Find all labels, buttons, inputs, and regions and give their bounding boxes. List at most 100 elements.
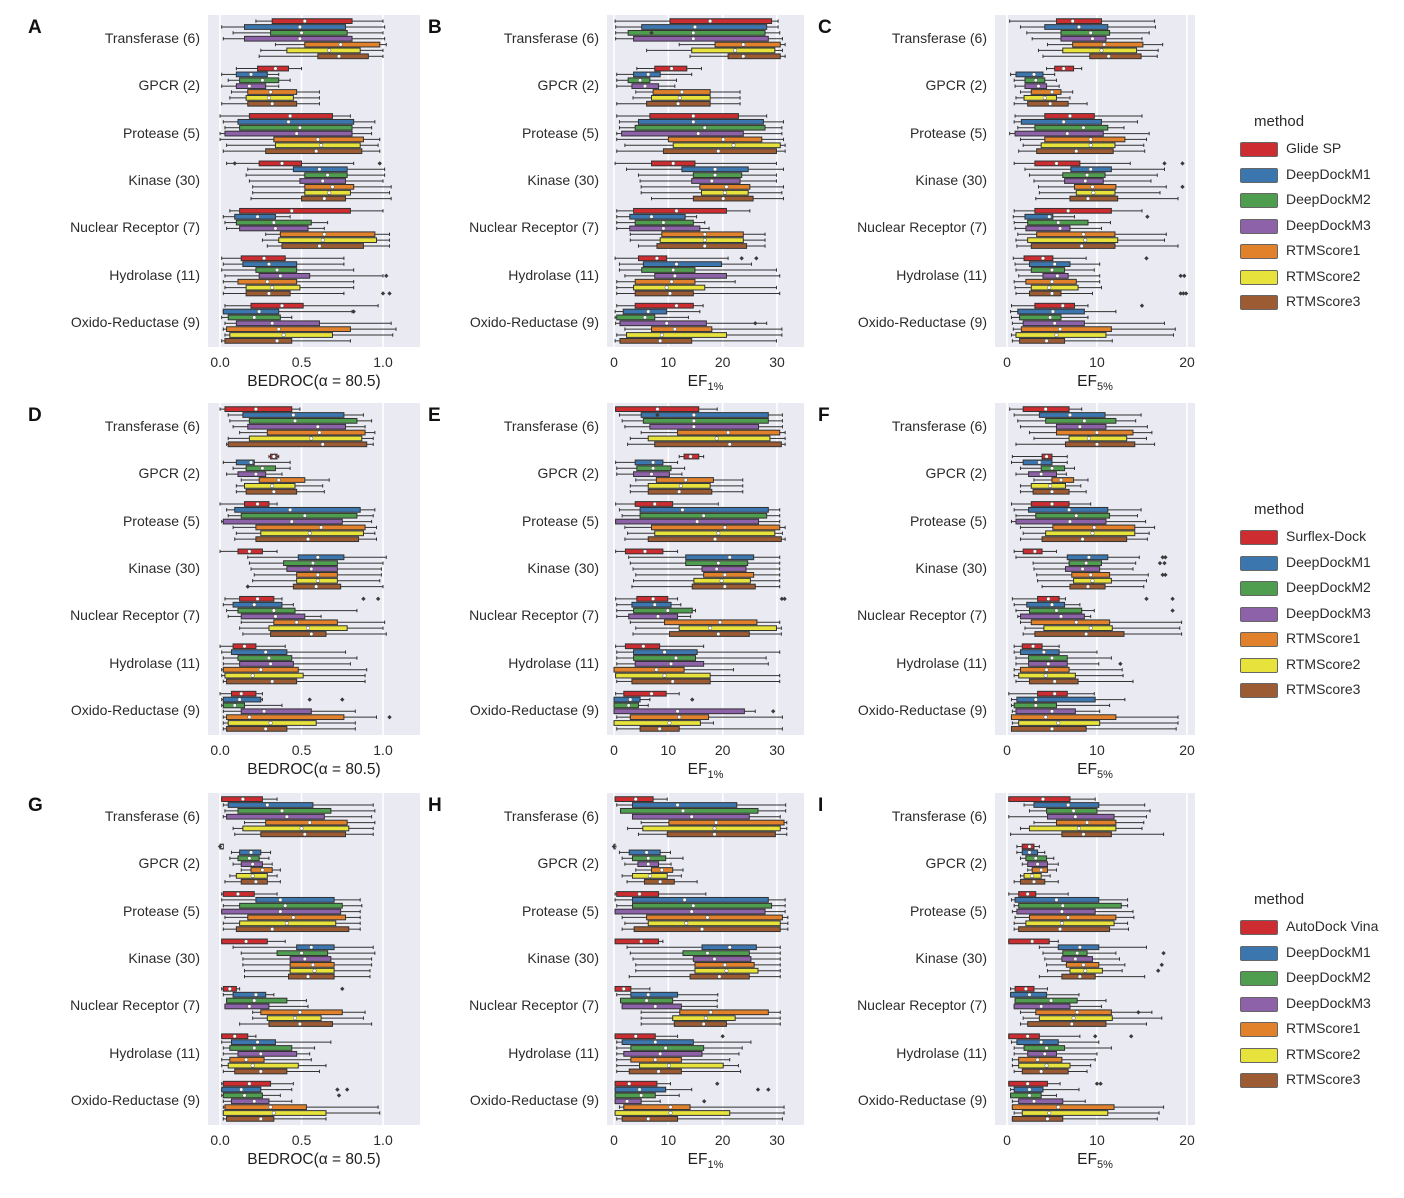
mean-dot [1048, 483, 1053, 488]
mean-dot [1047, 285, 1052, 290]
box-g-c3-m3 [242, 956, 373, 962]
mean-dot [653, 1004, 658, 1009]
category-label: GPCR (2) [537, 77, 599, 94]
box [634, 302, 694, 309]
box-b-c3-m1 [626, 166, 785, 173]
box-f-c3-m6 [1041, 583, 1145, 590]
mean-dot [1039, 1040, 1044, 1045]
box-h-c6-m3 [614, 1098, 661, 1105]
legend-item-autodock-vina: AutoDock Vina [1240, 918, 1404, 936]
legend-item-label: DeepDockM1 [1286, 165, 1371, 182]
box-i-c1-m0 [1016, 843, 1040, 850]
box [227, 1062, 299, 1069]
mean-dot [1030, 939, 1035, 944]
box-e-c2-m3 [615, 518, 781, 525]
box-g-c1-m5 [229, 872, 278, 879]
mean-dot [1088, 572, 1093, 577]
box-e-c3-m6 [631, 583, 781, 590]
box-d-c4-m1 [222, 601, 294, 608]
x-tick-label: 0 [1003, 1132, 1011, 1148]
outlier-point [782, 596, 787, 602]
box-d-c6-m3 [222, 708, 356, 715]
box-h-c3-m3 [632, 956, 781, 962]
box [1020, 326, 1112, 333]
box-e-c4-m6 [632, 631, 782, 637]
mean-dot [641, 644, 646, 649]
mean-dot [307, 820, 312, 825]
box [1027, 1050, 1057, 1057]
mean-dot [1069, 1021, 1074, 1027]
box-h-c6-m1 [614, 1086, 693, 1093]
legend-item-label: RTMScore3 [1286, 681, 1361, 697]
box-c-c5-m5 [1014, 284, 1102, 291]
box [226, 326, 351, 333]
box-d-c5-m4 [221, 666, 368, 673]
box-a-c5-m0 [221, 255, 345, 262]
panel-letter-e: E [428, 405, 441, 426]
mean-dot [315, 555, 320, 560]
box-g-c6-m0 [221, 1080, 294, 1087]
box [240, 708, 312, 715]
box [235, 926, 350, 933]
box [1026, 601, 1066, 608]
box [222, 696, 262, 703]
box-c-c5-m1 [1014, 261, 1101, 268]
box-h-c4-m1 [616, 991, 719, 998]
mean-dot [319, 143, 324, 148]
box-h-c0-m4 [640, 819, 788, 826]
mean-dot [1091, 190, 1096, 195]
box-b-c3-m6 [650, 195, 785, 202]
box [613, 702, 639, 709]
mean-dot [1058, 226, 1063, 231]
outlier-point [1145, 214, 1150, 219]
category-label: Transferase (6) [891, 29, 987, 46]
mean-dot [661, 220, 666, 225]
mean-dot [291, 412, 296, 418]
outlier-point [351, 309, 356, 314]
box [226, 678, 298, 685]
legend-item-deepdockm3: DeepDockM3 [1240, 605, 1404, 623]
box-h-c5-m6 [616, 1068, 742, 1075]
box [224, 130, 353, 137]
box-a-c5-m1 [222, 261, 345, 268]
box-a-c1-m2 [227, 77, 291, 84]
box [634, 290, 694, 297]
category-label: Hydrolase (11) [109, 654, 200, 671]
mean-dot [336, 54, 342, 59]
box [239, 902, 343, 909]
legend-item-label: RTMScore3 [1286, 293, 1361, 309]
mean-dot [717, 620, 723, 625]
box-b-c6-m4 [624, 326, 783, 333]
box [621, 1003, 682, 1010]
box-d-c4-m4 [240, 619, 386, 626]
box-d-c6-m0 [219, 690, 263, 697]
box [614, 1092, 656, 1099]
box-g-c6-m1 [221, 1086, 293, 1093]
box-f-c1-m0 [1011, 453, 1068, 460]
box-a-c2-m0 [219, 113, 351, 119]
box-d-c0-m6 [226, 441, 374, 448]
mean-dot [299, 826, 304, 831]
mean-dot [302, 513, 307, 518]
mean-dot [1083, 238, 1088, 243]
box-b-c6-m0 [616, 302, 704, 309]
box-c-c0-m2 [1026, 29, 1150, 36]
box-g-c0-m0 [221, 796, 278, 803]
box-d-c1-m5 [235, 482, 324, 489]
box-h-c4-m2 [620, 997, 718, 1004]
box [229, 332, 333, 338]
box-e-c1-m1 [615, 459, 679, 466]
box-e-c0-m2 [621, 417, 783, 424]
mean-dot [692, 24, 698, 30]
mean-dot [719, 578, 724, 583]
mean-dot [667, 291, 673, 296]
box [226, 1115, 275, 1122]
mean-dot [651, 466, 656, 471]
box-i-c6-m4 [1011, 1104, 1165, 1111]
mean-dot [1049, 998, 1054, 1003]
box-h-c1-m5 [621, 872, 682, 879]
box-c-c1-m6 [1013, 100, 1088, 107]
box-a-c0-m3 [222, 35, 386, 42]
box [1011, 1115, 1064, 1122]
mean-dot [646, 856, 651, 861]
